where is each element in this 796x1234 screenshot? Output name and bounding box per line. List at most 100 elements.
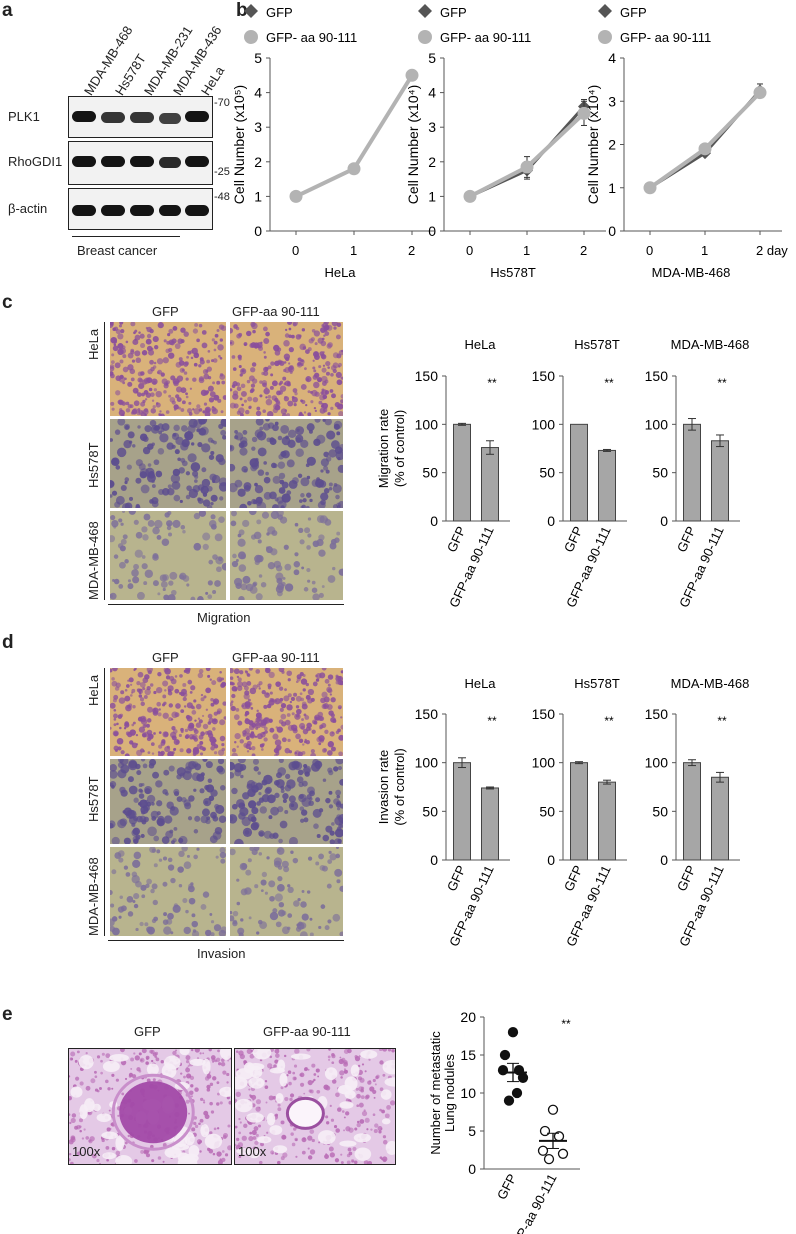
micrograph-cell [146, 926, 153, 933]
micrograph-cell [336, 794, 341, 799]
micrograph-cell [256, 709, 259, 713]
micrograph-cell [272, 1096, 277, 1100]
micrograph-cell [246, 672, 250, 676]
micrograph-cell [233, 324, 238, 329]
bar-y-tick-label: 50 [422, 465, 438, 481]
micrograph-cell [166, 745, 170, 749]
micrograph-cell [315, 797, 321, 803]
micrograph-cell [325, 825, 333, 833]
bar-y-tick-label: 100 [415, 755, 439, 771]
micrograph-cell [169, 829, 174, 834]
micrograph-cell [152, 552, 159, 559]
micrograph-cell [239, 1121, 242, 1124]
micrograph-cell [268, 815, 273, 820]
micrograph-cell [185, 909, 189, 914]
micrograph-cell [172, 729, 178, 734]
micrograph-cell [336, 847, 339, 850]
micrograph-cell [134, 1055, 140, 1061]
micrograph-cell [158, 430, 163, 435]
panel-letter-b: b [236, 0, 248, 21]
micrograph-cell [325, 1115, 329, 1119]
micrograph-cell [155, 390, 162, 398]
micrograph-cell [193, 829, 199, 834]
micrograph-cell [271, 395, 278, 401]
micrograph-cell [303, 587, 309, 592]
micrograph-cell [243, 468, 248, 473]
micrograph-cell [275, 399, 281, 405]
micrograph-cell [280, 1086, 284, 1090]
bar-y-tick-label: 150 [645, 706, 669, 722]
micrograph-cell [234, 732, 241, 740]
micrograph-cell [221, 1150, 225, 1153]
micrograph-cell [286, 713, 291, 717]
micrograph-cell [273, 860, 282, 868]
micrograph-cell [335, 1092, 340, 1098]
panel-letter-a: a [2, 0, 13, 21]
micrograph-cell [135, 503, 140, 508]
breast-cancer-bracket [72, 236, 180, 237]
micrograph-cell [190, 882, 194, 886]
micrograph-cell [293, 900, 300, 907]
micrograph-cell [313, 720, 318, 725]
micrograph-cell [295, 705, 300, 709]
micrograph-cell [245, 717, 249, 722]
micrograph-cell [110, 366, 115, 372]
micrograph-cell [124, 695, 131, 702]
scatter-point-gfp [507, 1027, 519, 1038]
micrograph-cell [267, 365, 272, 370]
growth-x-tick-label: 0 [292, 243, 299, 258]
micrograph-cell [346, 1153, 351, 1158]
micrograph-cell [312, 374, 318, 380]
micrograph-cell [239, 1053, 245, 1060]
micrograph-cell [216, 328, 220, 332]
legend-label-gfp: GFP [266, 5, 293, 20]
lung-alveolus [275, 1093, 284, 1104]
micrograph-cell [311, 1138, 315, 1143]
micrograph-cell [209, 736, 216, 744]
micrograph-cell [208, 519, 217, 528]
micrograph-cell [333, 326, 337, 330]
micrograph-cell [178, 360, 185, 366]
micrograph-cell [262, 326, 268, 332]
micrograph-cell [263, 370, 269, 376]
micrograph-cell [336, 379, 343, 386]
micrograph-cell [232, 393, 239, 400]
micrograph-cell [198, 377, 205, 384]
micrograph-cell [180, 1072, 183, 1075]
micrograph-cell [247, 500, 252, 506]
bar-treated [598, 449, 616, 522]
micrograph-cell [208, 1049, 212, 1052]
micrograph-cell [233, 714, 240, 720]
micrograph-cell [231, 355, 236, 359]
scatter-y-tick-label: 15 [460, 1047, 476, 1063]
micrograph-cell [230, 910, 233, 915]
micrograph-cell [203, 373, 210, 380]
micrograph-cell [335, 789, 342, 796]
micrograph-cell [230, 771, 235, 779]
micrograph-cell [70, 1117, 76, 1124]
micrograph-cell [336, 502, 341, 508]
significance-label: ** [604, 714, 614, 728]
micrograph-cell [214, 533, 223, 542]
micrograph-cell [275, 1053, 280, 1058]
micrograph-cell [243, 1123, 248, 1129]
micrograph-cell [251, 378, 258, 384]
micrograph-cell [150, 742, 155, 747]
micrograph-cell [111, 458, 118, 465]
micrograph-cell [230, 681, 234, 686]
micrograph-cell [112, 345, 119, 352]
micrograph-cell [150, 347, 154, 351]
micrograph-cell [323, 327, 328, 332]
micrograph-cell [258, 791, 262, 796]
growth-y-tick-label: 5 [428, 50, 436, 66]
micrograph-cell [259, 394, 263, 398]
micrograph-cell [239, 503, 248, 508]
micrograph-cell [158, 488, 165, 496]
micrograph-cell [119, 408, 123, 412]
micrograph-cell [265, 1101, 268, 1104]
legend-label-treated: GFP- aa 90-111 [440, 30, 531, 45]
micrograph-cell [276, 847, 285, 855]
micrograph-cell [157, 448, 165, 455]
micrograph-cell [230, 520, 237, 527]
bar-y-tick-label: 50 [422, 803, 438, 819]
